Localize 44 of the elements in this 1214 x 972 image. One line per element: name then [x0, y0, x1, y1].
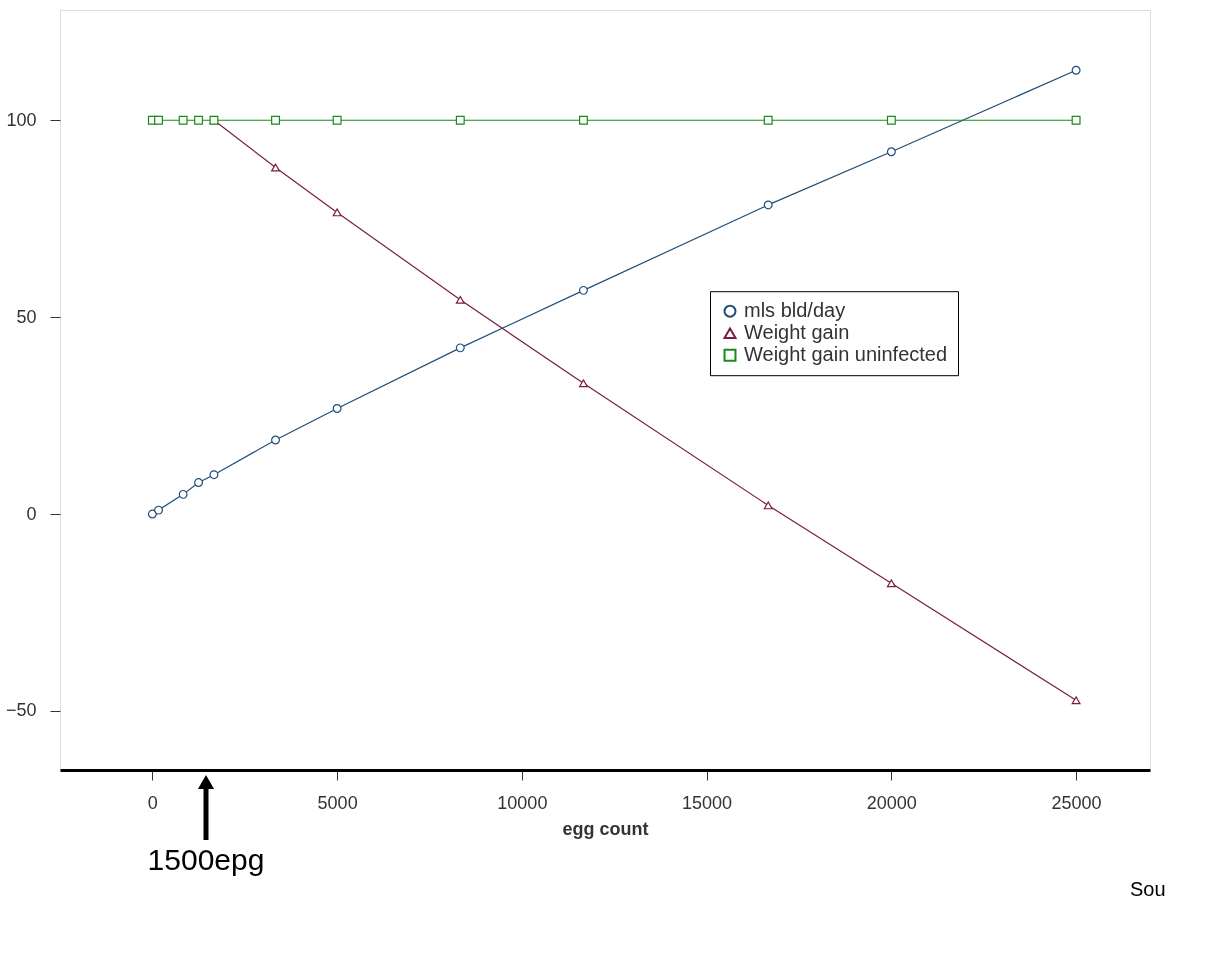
- point: [332, 208, 342, 217]
- point: [763, 501, 773, 510]
- point: [332, 115, 342, 125]
- x-tick-label: 5000: [317, 792, 358, 813]
- point: [1071, 696, 1081, 705]
- point: [332, 404, 342, 413]
- legend-label: Weight gain: [744, 321, 850, 344]
- x-tick-label: 10000: [497, 792, 548, 813]
- point: [578, 115, 588, 125]
- point: [154, 505, 164, 515]
- point: [763, 200, 773, 210]
- point: [178, 115, 188, 125]
- y-tick-label: 0: [26, 503, 37, 524]
- y-tick-label: 50: [16, 306, 37, 327]
- point: [271, 115, 280, 125]
- x-tick-label: 0: [147, 792, 158, 813]
- point: [1071, 65, 1081, 75]
- point: [578, 379, 588, 388]
- point: [455, 115, 465, 125]
- point: [194, 478, 204, 487]
- legend-label: mls bld/day: [744, 299, 846, 322]
- y-tick-label: −50: [5, 700, 37, 721]
- x-tick-label: 25000: [1051, 792, 1102, 813]
- point: [455, 295, 465, 304]
- point: [178, 489, 188, 499]
- point: [886, 115, 896, 125]
- text: 1500epg: [147, 843, 265, 876]
- point: [209, 470, 219, 480]
- point: [1071, 115, 1081, 125]
- point: [194, 115, 204, 125]
- point: [271, 163, 280, 172]
- x-tick-label: 20000: [866, 792, 917, 813]
- legend-label: Weight gain uninfected: [744, 343, 948, 366]
- x-tick-label: 15000: [682, 792, 733, 813]
- point: [154, 115, 164, 125]
- point: [763, 115, 773, 125]
- point: [578, 285, 588, 295]
- text: Sou: [1130, 878, 1166, 900]
- point: [455, 343, 465, 353]
- point: [886, 579, 896, 588]
- point: [886, 147, 896, 157]
- x-axis-title: egg count: [562, 818, 649, 839]
- y-tick-label: 100: [6, 109, 37, 130]
- point: [271, 435, 280, 445]
